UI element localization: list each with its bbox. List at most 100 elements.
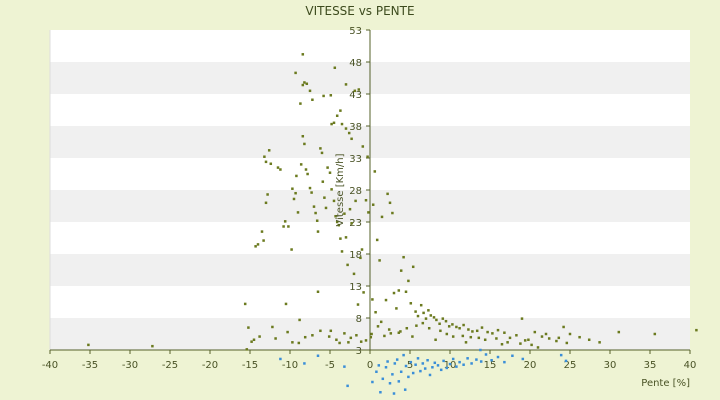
data-point <box>451 323 454 326</box>
data-point <box>256 243 260 246</box>
data-point <box>475 329 479 333</box>
x-tick-label: 15 <box>484 360 497 371</box>
y-tick-label: 38 <box>349 122 362 133</box>
data-point <box>565 341 569 345</box>
data-point <box>320 151 324 155</box>
data-point <box>379 390 382 394</box>
data-point <box>375 370 378 374</box>
data-point <box>337 223 341 227</box>
x-tick-label: -25 <box>162 360 178 371</box>
data-point <box>263 155 266 158</box>
data-point <box>471 330 474 333</box>
data-point <box>352 272 356 276</box>
data-point <box>311 334 314 337</box>
data-point <box>346 263 349 267</box>
data-point <box>544 332 548 336</box>
data-point <box>653 332 657 336</box>
data-point <box>475 358 478 361</box>
data-point <box>530 343 533 347</box>
data-point <box>414 363 417 366</box>
data-point <box>467 328 470 331</box>
data-point <box>284 302 288 306</box>
data-point <box>323 196 326 199</box>
data-point <box>515 334 518 337</box>
data-point <box>271 325 274 329</box>
data-point <box>343 365 346 368</box>
data-point <box>371 298 374 301</box>
data-point <box>266 193 269 196</box>
data-point <box>428 373 432 377</box>
data-point <box>258 335 261 338</box>
data-point <box>339 109 342 112</box>
data-point <box>519 342 522 345</box>
data-point <box>399 370 403 374</box>
data-point <box>386 192 389 196</box>
data-point <box>506 341 509 344</box>
data-point <box>486 330 489 334</box>
data-point <box>388 382 392 385</box>
data-point <box>291 341 294 344</box>
data-point <box>350 222 353 225</box>
data-point <box>364 198 368 202</box>
data-point <box>395 358 399 361</box>
data-point <box>303 142 306 146</box>
data-point <box>328 171 332 174</box>
data-point <box>392 291 396 295</box>
data-point <box>427 326 431 330</box>
data-point <box>435 318 438 322</box>
x-tick-label: -20 <box>202 360 218 371</box>
data-point <box>329 329 333 333</box>
data-point <box>479 360 483 363</box>
data-point <box>397 380 401 383</box>
data-point <box>483 338 487 342</box>
data-point <box>427 309 430 312</box>
data-point <box>354 199 357 203</box>
data-point <box>462 323 465 327</box>
data-point <box>362 291 365 294</box>
x-tick-label: 20 <box>524 360 537 371</box>
data-point <box>245 348 249 351</box>
data-point <box>343 212 346 215</box>
data-point <box>314 211 317 215</box>
data-point <box>422 311 425 315</box>
data-point <box>340 250 344 253</box>
data-point <box>269 162 273 166</box>
y-tick-label: 48 <box>349 58 362 69</box>
y-tick-label: 23 <box>349 218 362 229</box>
data-point <box>442 359 445 363</box>
x-tick-label: 0 <box>367 360 373 371</box>
data-point <box>294 191 297 195</box>
data-point <box>480 326 484 329</box>
data-point <box>379 320 383 324</box>
data-point <box>386 360 389 363</box>
data-point <box>243 302 247 306</box>
data-point <box>495 337 498 340</box>
data-point <box>276 166 280 169</box>
data-point <box>303 335 307 339</box>
chart-title: VITESSE vs PENTE <box>305 4 414 18</box>
data-point <box>312 205 316 208</box>
data-point <box>503 360 506 364</box>
data-point <box>357 88 361 91</box>
data-point <box>439 329 442 333</box>
data-point <box>447 325 451 328</box>
data-point <box>262 239 265 242</box>
data-point <box>384 298 388 302</box>
data-point <box>353 89 357 93</box>
data-point <box>252 338 256 342</box>
data-point <box>311 98 314 102</box>
data-point <box>523 339 527 342</box>
data-point <box>315 219 319 222</box>
data-point <box>484 353 488 356</box>
data-point <box>301 53 305 56</box>
data-point <box>464 341 468 344</box>
data-point <box>279 357 282 361</box>
x-tick-label: 40 <box>684 360 697 371</box>
data-point <box>327 335 331 338</box>
data-point <box>335 220 339 224</box>
data-point <box>339 237 342 240</box>
data-point <box>393 362 397 365</box>
data-point <box>397 331 401 334</box>
